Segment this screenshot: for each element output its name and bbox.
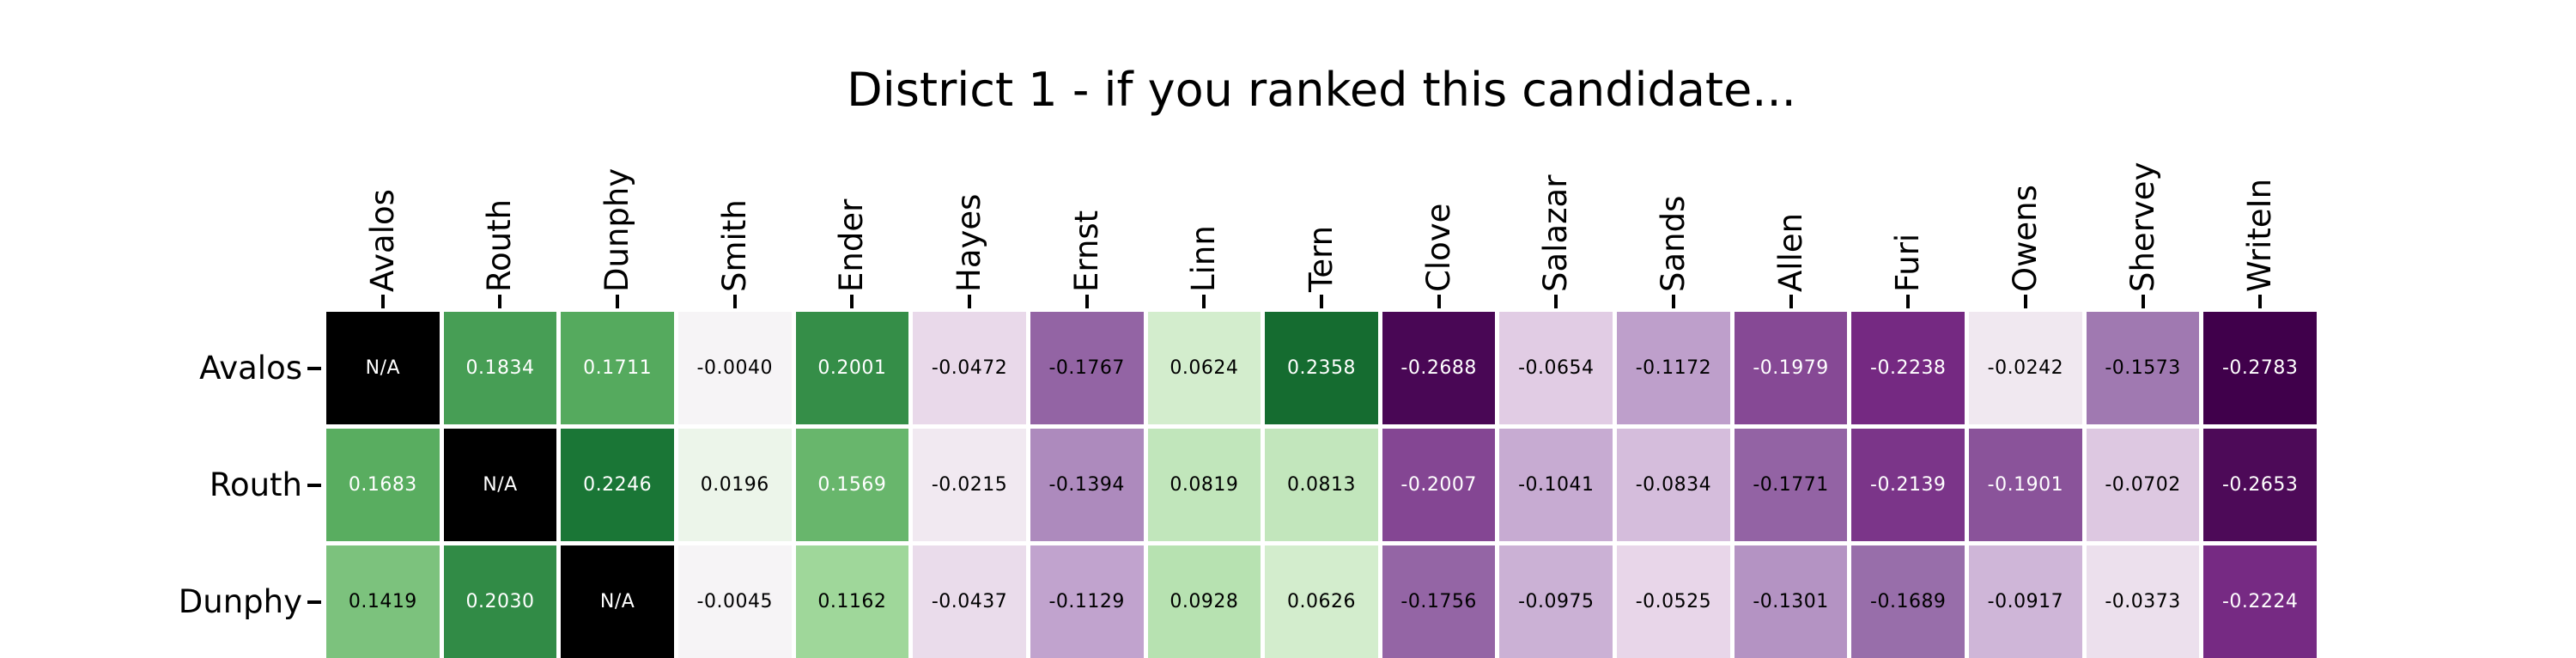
x-tick-mark [2141, 295, 2145, 308]
heatmap-cell: N/A [443, 429, 557, 541]
column-label: Dunphy [598, 168, 636, 292]
row-label: Avalos [199, 349, 302, 387]
heatmap-cell: 0.2001 [795, 312, 909, 424]
heatmap-cell: -0.1771 [1734, 429, 1848, 541]
heatmap-cell: -0.0702 [2086, 429, 2200, 541]
heatmap-cell: -0.2653 [2203, 429, 2317, 541]
x-tick-mark [1906, 295, 1911, 308]
column-label: WriteIn [2241, 178, 2279, 292]
heatmap-cell: -0.2688 [1382, 312, 1496, 424]
column-label: Routh [481, 198, 519, 292]
heatmap-cell: -0.2139 [1851, 429, 1965, 541]
heatmap-cell: -0.0834 [1617, 429, 1730, 541]
heatmap-cell: -0.0045 [677, 545, 792, 658]
y-tick-mark [307, 600, 321, 604]
chart-title: District 1 - if you ranked this candidat… [847, 63, 1796, 117]
heatmap-cell: 0.1419 [326, 545, 440, 658]
x-tick-mark [850, 295, 854, 308]
heatmap-cell: -0.0040 [677, 312, 792, 424]
heatmap-cell: 0.0819 [1147, 429, 1261, 541]
heatmap-cell: -0.2238 [1851, 312, 1965, 424]
x-tick-mark [968, 295, 972, 308]
heatmap-cell: -0.1172 [1617, 312, 1730, 424]
heatmap-cell: -0.2783 [2203, 312, 2317, 424]
row-label: Dunphy [178, 582, 302, 620]
x-tick-mark [2258, 295, 2263, 308]
heatmap-cell: -0.1041 [1499, 429, 1613, 541]
heatmap-cell: -0.0917 [1969, 545, 2082, 658]
heatmap-cell: -0.1979 [1734, 312, 1848, 424]
heatmap-cell: 0.2358 [1265, 312, 1378, 424]
heatmap-cell: -0.1129 [1030, 545, 1144, 658]
x-tick-mark [732, 295, 737, 308]
x-tick-mark [2023, 295, 2027, 308]
column-label: Linn [1185, 225, 1223, 292]
x-tick-mark [1789, 295, 1793, 308]
heatmap-cell: -0.0437 [913, 545, 1026, 658]
heatmap-cell: 0.1683 [326, 429, 440, 541]
heatmap-cell: -0.0654 [1499, 312, 1613, 424]
heatmap-cell: -0.0373 [2086, 545, 2200, 658]
heatmap-cell: 0.0813 [1265, 429, 1378, 541]
x-tick-mark [1671, 295, 1675, 308]
heatmap-cell: -0.2007 [1382, 429, 1496, 541]
heatmap-cell: 0.2030 [443, 545, 557, 658]
heatmap-cell: -0.0215 [913, 429, 1026, 541]
heatmap-cell: 0.0624 [1147, 312, 1261, 424]
column-label: Hayes [951, 193, 988, 292]
heatmap-cell: -0.2224 [2203, 545, 2317, 658]
x-tick-mark [1554, 295, 1558, 308]
y-tick-mark [307, 483, 321, 487]
heatmap-cell: -0.0525 [1617, 545, 1730, 658]
heatmap-cell: -0.1301 [1734, 545, 1848, 658]
column-label: Ender [833, 198, 871, 292]
column-label: Shervey [2123, 161, 2161, 292]
x-tick-mark [1084, 295, 1089, 308]
column-label: Sands [1654, 195, 1692, 292]
column-label: Allen [1771, 212, 1809, 292]
column-label: Clove [1419, 203, 1457, 292]
heatmap-grid: N/A 0.1834 0.1711 -0.0040 0.2001 -0.0472 -0.17… [326, 312, 2317, 658]
heatmap-cell: -0.1573 [2086, 312, 2200, 424]
heatmap-cell: 0.0626 [1265, 545, 1378, 658]
heatmap-cell: N/A [326, 312, 440, 424]
heatmap-cell: -0.1767 [1030, 312, 1144, 424]
heatmap-cell: -0.0472 [913, 312, 1026, 424]
x-tick-mark [380, 295, 385, 308]
x-tick-mark [498, 295, 502, 308]
column-label: Salazar [1537, 174, 1575, 292]
column-label: Smith [715, 199, 753, 292]
heatmap-cell: -0.1394 [1030, 429, 1144, 541]
y-tick-mark [307, 366, 321, 370]
column-label: Avalos [363, 189, 401, 292]
column-label: Furi [1889, 233, 1927, 292]
column-label: Tern [1303, 225, 1340, 292]
x-tick-mark [1320, 295, 1323, 308]
heatmap-cell: N/A [561, 545, 674, 658]
x-tick-mark [1437, 295, 1441, 308]
heatmap-cell: -0.0242 [1969, 312, 2082, 424]
column-label: Owens [2006, 185, 2044, 292]
heatmap-cell: 0.0928 [1147, 545, 1261, 658]
row-label: Routh [209, 466, 302, 503]
heatmap-cell: 0.1711 [561, 312, 674, 424]
column-label: Ernst [1067, 210, 1105, 292]
heatmap-cell: -0.1689 [1851, 545, 1965, 658]
x-tick-mark [616, 295, 620, 308]
heatmap-cell: 0.0196 [677, 429, 792, 541]
heatmap-cell: -0.1756 [1382, 545, 1496, 658]
heatmap-cell: 0.1569 [795, 429, 909, 541]
heatmap-cell: 0.1834 [443, 312, 557, 424]
heatmap-cell: 0.2246 [561, 429, 674, 541]
heatmap-cell: 0.1162 [795, 545, 909, 658]
heatmap-cell: -0.1901 [1969, 429, 2082, 541]
heatmap-cell: -0.0975 [1499, 545, 1613, 658]
x-tick-mark [1202, 295, 1206, 308]
